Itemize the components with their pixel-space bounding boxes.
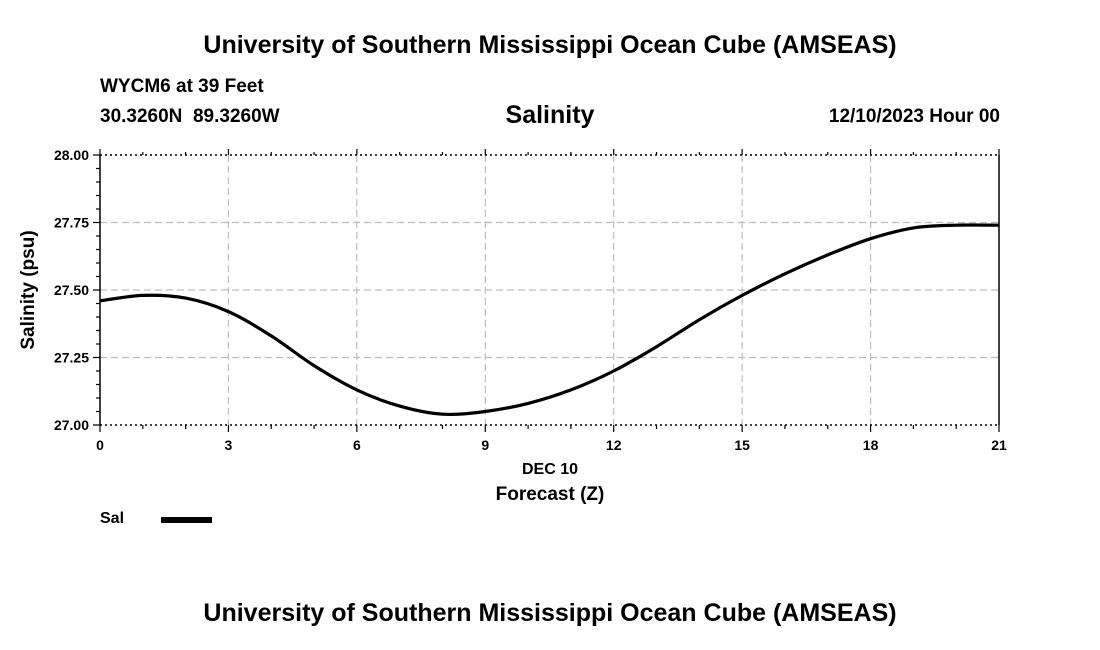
axes: 27.00 27.25 27.50 27.75 28.00 0 3 6 9 12 15 18 21 [54,147,1007,453]
x-tick-label: 15 [734,437,750,453]
x-tick-label: 0 [96,437,104,453]
x-axis-date-label: DEC 10 [522,461,578,478]
legend-swatch-sal [161,517,212,523]
chart-title: University of Southern Mississippi Ocean… [203,31,897,59]
x-tick-label: 6 [353,437,361,453]
footer-title: University of Southern Mississippi Ocean… [203,599,897,627]
x-tick-label: 18 [863,437,879,453]
x-axis-label: Forecast (Z) [496,484,605,505]
coordinates-label: 30.3260N 89.3260W [100,106,280,127]
series-line-sal [99,223,1000,417]
y-tick-label: 28.00 [54,147,89,163]
y-tick-label: 27.75 [54,215,89,231]
grid [100,154,999,426]
y-tick-label: 27.00 [54,417,89,433]
legend-label-sal: Sal [100,510,125,527]
x-tick-label: 3 [225,437,233,453]
y-axis-label: Salinity (psu) [18,230,39,349]
x-tick-label: 9 [481,437,489,453]
x-tick-label: 12 [606,437,622,453]
x-tick-label: 21 [991,437,1007,453]
station-label: WYCM6 at 39 Feet [100,76,264,97]
series-layer [99,223,1000,417]
y-tick-label: 27.50 [54,282,89,298]
y-tick-label: 27.25 [54,350,89,366]
variable-title: Salinity [505,101,595,129]
datetime-label: 12/10/2023 Hour 00 [828,106,1000,127]
